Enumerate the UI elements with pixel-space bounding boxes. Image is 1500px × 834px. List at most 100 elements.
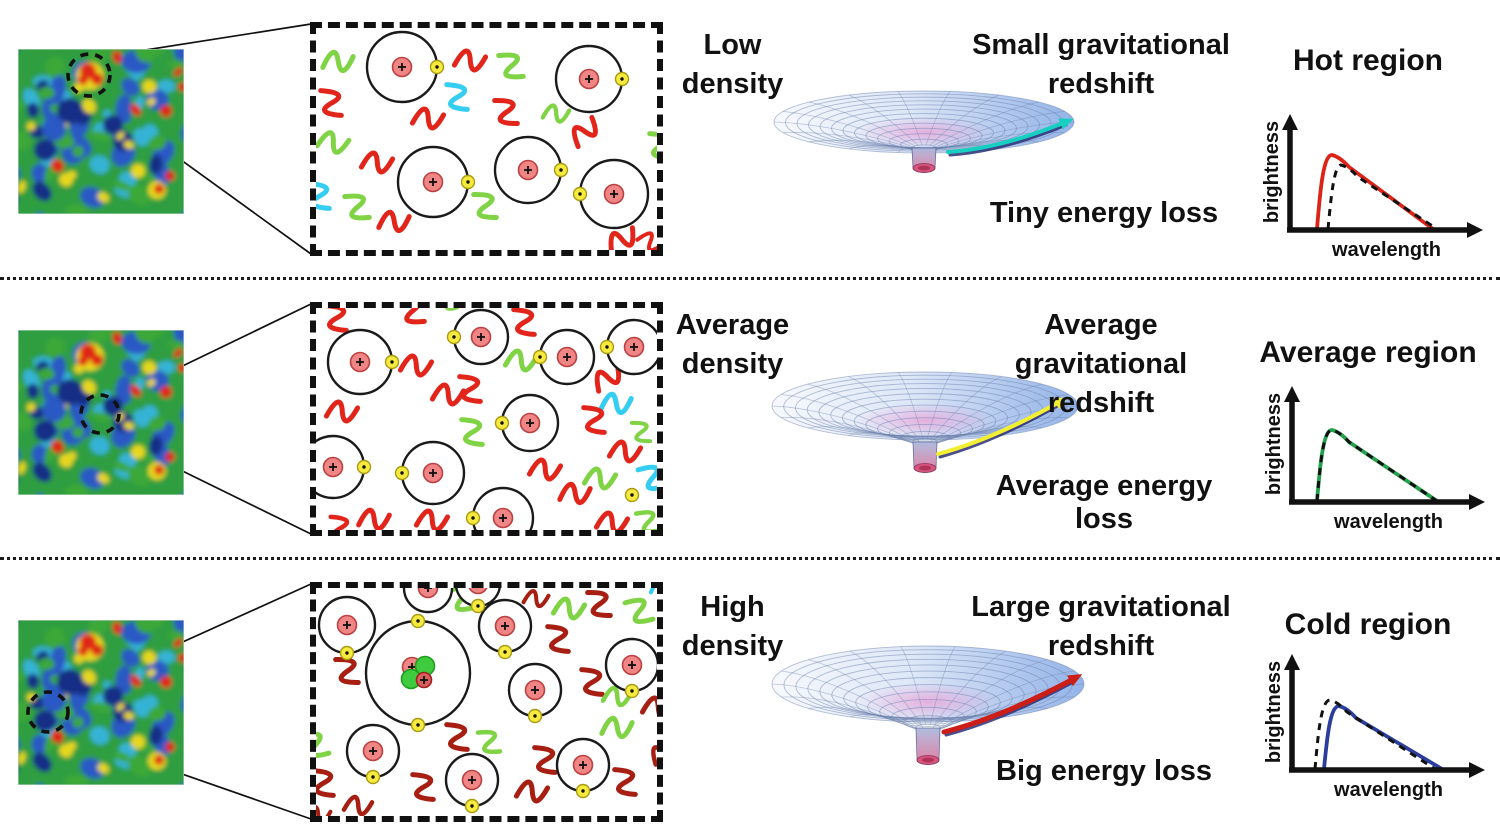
density-line2: density [681, 630, 784, 662]
observed-spectrum-curve [1315, 153, 1435, 231]
observed-spectrum-curve [1315, 428, 1439, 503]
density-line1: High [700, 591, 765, 623]
photon-squiggle [397, 353, 435, 378]
photon-squiggle [323, 399, 361, 424]
reference-spectrum-curve [1313, 698, 1436, 771]
x-axis-label: wavelength [1333, 779, 1443, 801]
y-axis-arrow [1282, 114, 1298, 130]
observed-spectrum-curve [1322, 704, 1444, 771]
x-axis-arrow [1469, 762, 1485, 778]
hydrogen-atom [316, 434, 372, 500]
highlight-circle [66, 52, 112, 98]
photon-squiggle [639, 695, 657, 720]
redshift-label: Small gravitational redshift [965, 26, 1237, 104]
photon-squiggle [513, 779, 551, 804]
photon-squiggle [651, 737, 657, 767]
photon-squiggle [585, 590, 613, 618]
photon-squiggle [496, 52, 526, 80]
arrow-shadow [944, 679, 1077, 737]
x-axis-arrow [1467, 222, 1483, 238]
photon-squiggle [635, 464, 657, 491]
region-title: Hot region [1293, 44, 1443, 77]
photon-squiggle [444, 722, 470, 752]
photon-squiggle [608, 225, 636, 250]
photon-squiggle [376, 209, 412, 234]
photon-squiggle [612, 767, 638, 797]
redshift-line2: redshift [1047, 630, 1155, 662]
photon-squiggle [316, 805, 333, 816]
spectrum-chart: brightness wavelength [1263, 386, 1485, 533]
row-separator [0, 277, 1500, 280]
gravity-well-funnel [773, 90, 1075, 173]
hydrogen-atom [532, 328, 596, 386]
arrowhead [1053, 397, 1069, 410]
photon-squiggle [633, 510, 657, 530]
density-label: Low density [660, 26, 805, 104]
photon-squiggle [397, 308, 427, 325]
photon-squiggle [328, 514, 352, 530]
hydrogen-atom [599, 318, 657, 376]
hydrogen-atom [444, 752, 500, 814]
density-line1: Low [703, 29, 762, 61]
y-axis-label: brightness [1263, 393, 1285, 495]
y-axis-label: brightness [1261, 121, 1283, 223]
x-axis-label: wavelength [1333, 511, 1443, 533]
y-axis-label: brightness [1263, 661, 1285, 763]
photon-squiggle [540, 103, 572, 124]
photon-squiggle [413, 508, 451, 530]
redshift-arrow [946, 119, 1070, 154]
hydrogen-atom [554, 44, 630, 114]
hydrogen-atom [604, 637, 657, 699]
photon-squiggle [545, 624, 571, 654]
photon-squiggle [532, 745, 558, 775]
redshift-arrow [941, 674, 1080, 735]
hydrogen-atom [507, 662, 563, 724]
reference-spectrum-curve [1326, 163, 1438, 231]
hydrogen-atom [555, 737, 611, 799]
photon-squiggle [429, 382, 467, 407]
row-separator [0, 557, 1500, 560]
zoom-box [310, 22, 663, 256]
hydrogen-atom [365, 30, 445, 104]
atoms-and-photons [316, 30, 657, 250]
atoms-and-photons [316, 588, 657, 816]
hydrogen-atom [465, 486, 535, 530]
density-line2: density [681, 68, 784, 100]
hydrogen-atom [326, 328, 400, 396]
hydrogen-atom [446, 308, 510, 366]
region-title: Cold region [1284, 608, 1452, 641]
photon-squiggle [521, 589, 551, 609]
hydrogen-atom [394, 440, 466, 506]
redshift-line1: Large gravitational [971, 591, 1231, 623]
cmb-map [18, 330, 184, 495]
photon-squiggle [356, 507, 392, 530]
gravity-well-funnel [771, 371, 1079, 473]
highlight-circle [79, 393, 121, 435]
density-line1: Average [675, 309, 790, 341]
arrow-shadow [938, 402, 1063, 459]
spectrum-chart: brightness wavelength [1263, 654, 1485, 801]
atoms-and-photons [316, 308, 657, 530]
photon-squiggle [598, 391, 634, 416]
photon-squiggle [581, 466, 619, 491]
region-title: Average region [1259, 336, 1477, 369]
hydrogen-atom [345, 723, 401, 785]
photon-squiggle [358, 150, 396, 175]
gravity-well-funnel [771, 645, 1085, 765]
density-label: High density [660, 588, 805, 666]
photon-squiggle [323, 308, 349, 333]
photon-squiggle [457, 374, 483, 404]
photon-squiggle [581, 405, 607, 435]
density-label: Average density [660, 306, 805, 384]
photon-squiggle [459, 417, 485, 447]
redshift-label: Large gravitational redshift [965, 588, 1237, 666]
photon-squiggle [511, 308, 537, 337]
redshift-arrow [936, 398, 1065, 456]
zoom-box [310, 582, 663, 822]
photon-squiggle [409, 106, 447, 131]
photon-squiggle [571, 114, 598, 150]
photon-squiggle [320, 49, 356, 74]
photon-squiggle [341, 794, 375, 816]
photon-squiggle [492, 98, 520, 126]
hydrogen-atom [572, 158, 650, 230]
